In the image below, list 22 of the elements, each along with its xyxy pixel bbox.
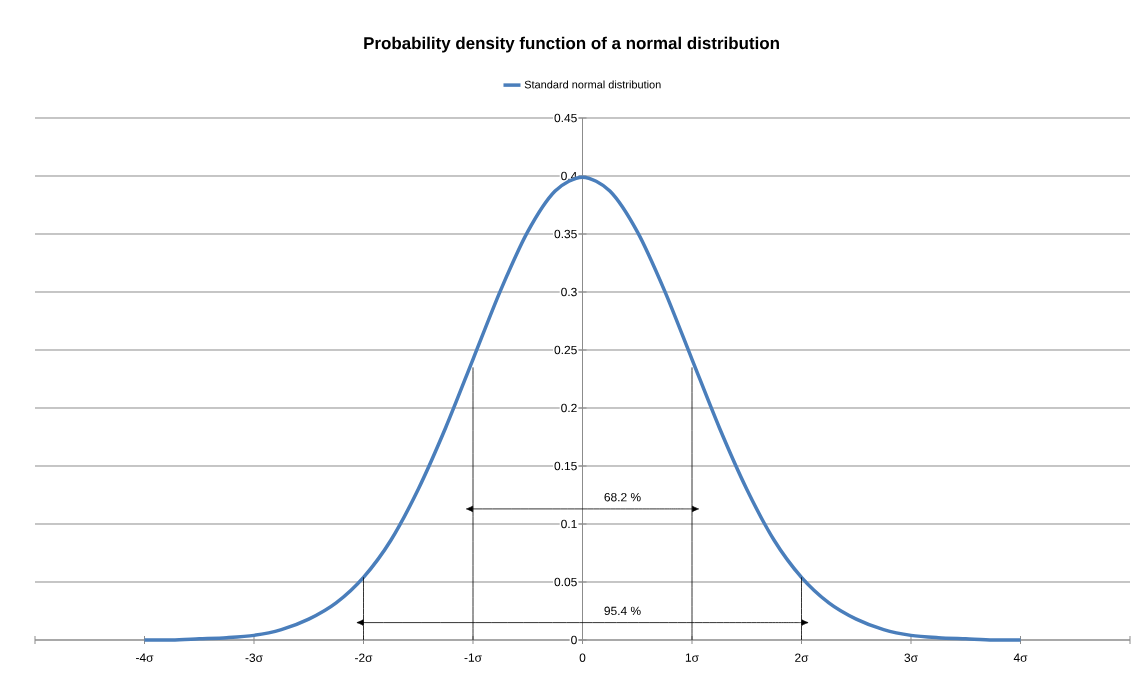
y-tick-label: 0 [571,635,577,645]
y-tick-label: 0.3 [561,287,577,297]
x-tick-label: 2σ [795,653,809,662]
x-tick-label: -2σ [355,653,373,662]
x-tick-label: 4σ [1013,653,1028,662]
chart-title: Probability density function of a normal distribution [364,36,779,53]
annotation: 68.2 % [604,492,641,502]
x-tick-label: -3σ [245,653,263,662]
y-tick-label: 0.05 [554,577,577,587]
legend-label: Standard normal distribution [524,80,661,89]
x-tick-label: 3σ [904,653,918,662]
x-tick-label: -1σ [464,653,482,662]
y-tick-label: 0.35 [554,229,577,239]
y-tick-label: 0.2 [561,403,577,413]
y-tick-label: 0.45 [554,113,577,123]
y-tick-label: 0.15 [554,461,577,471]
annotation: 95.4 % [604,606,641,616]
y-tick-label: 0.25 [554,345,577,355]
x-tick-label: 0 [579,653,586,662]
x-tick-label: -4σ [136,653,154,662]
x-tick-label: 1σ [685,653,699,662]
y-tick-label: 0.1 [561,519,577,529]
